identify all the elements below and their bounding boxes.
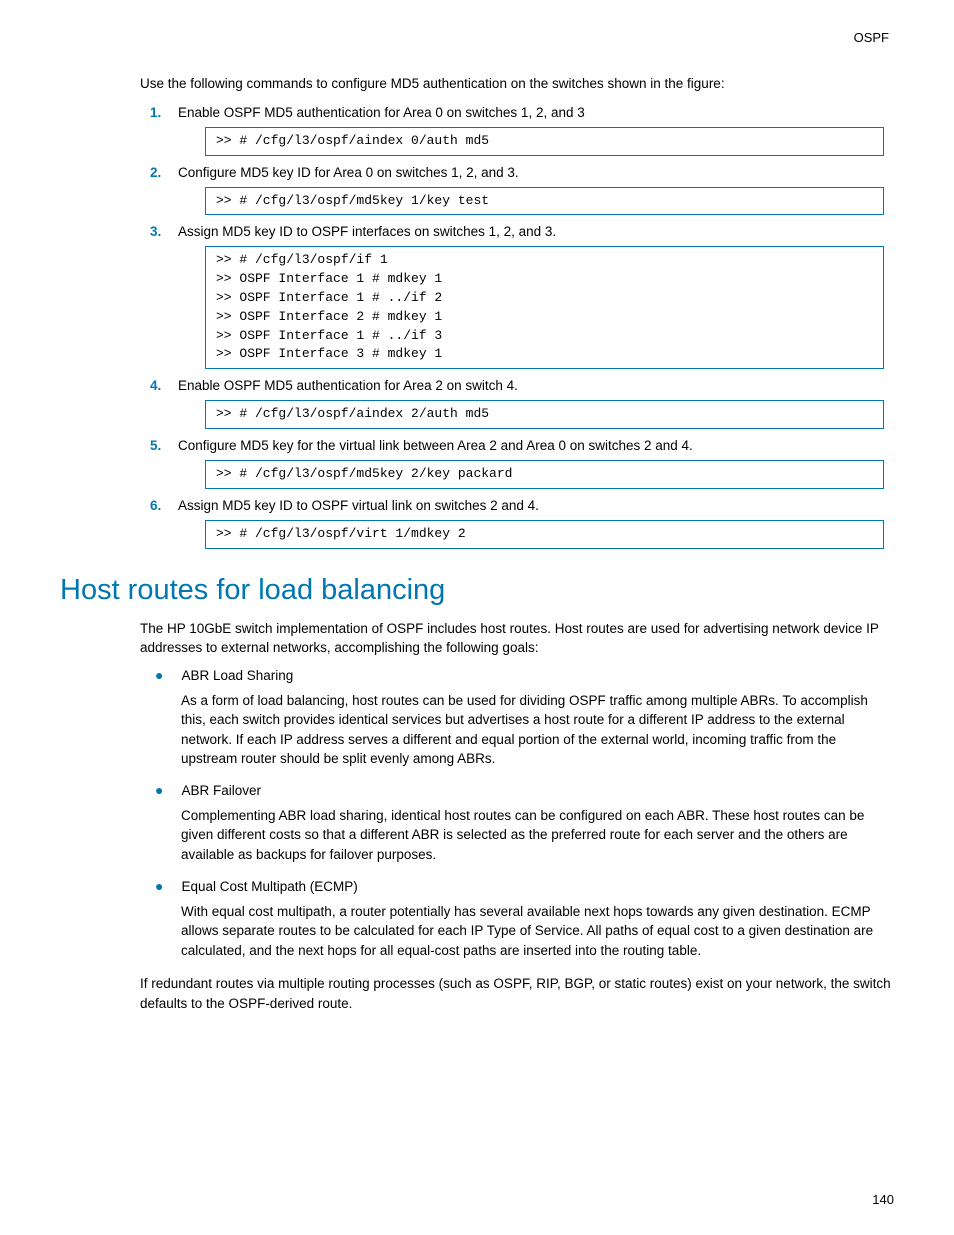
step-1: 1. Enable OSPF MD5 authentication for Ar… <box>150 104 894 156</box>
paragraph: If redundant routes via multiple routing… <box>140 974 894 1013</box>
step-6: 6. Assign MD5 key ID to OSPF virtual lin… <box>150 497 894 549</box>
paragraph: The HP 10GbE switch implementation of OS… <box>140 619 894 658</box>
step-4: 4. Enable OSPF MD5 authentication for Ar… <box>150 377 894 429</box>
bullet-icon: ● <box>155 879 163 893</box>
intro-text: Use the following commands to configure … <box>140 75 894 94</box>
section-heading: Host routes for load balancing <box>60 574 894 607</box>
code-block: >> # /cfg/l3/ospf/md5key 1/key test <box>205 187 884 216</box>
step-number: 3. <box>150 224 168 239</box>
step-3: 3. Assign MD5 key ID to OSPF interfaces … <box>150 223 894 369</box>
step-number: 4. <box>150 378 168 393</box>
bullet-item-abr-failover: ● ABR Failover Complementing ABR load sh… <box>155 783 894 865</box>
code-block: >> # /cfg/l3/ospf/md5key 2/key packard <box>205 460 884 489</box>
code-block: >> # /cfg/l3/ospf/aindex 0/auth md5 <box>205 127 884 156</box>
code-block: >> # /cfg/l3/ospf/virt 1/mdkey 2 <box>205 520 884 549</box>
bullet-item-ecmp: ● Equal Cost Multipath (ECMP) With equal… <box>155 879 894 961</box>
page: OSPF Use the following commands to confi… <box>0 0 954 1235</box>
step-number: 5. <box>150 438 168 453</box>
page-number: 140 <box>872 1192 894 1207</box>
bullet-body: As a form of load balancing, host routes… <box>181 691 894 769</box>
bullet-title: Equal Cost Multipath (ECMP) <box>181 879 357 894</box>
bullet-body: With equal cost multipath, a router pote… <box>181 902 894 961</box>
page-header-section: OSPF <box>60 30 894 45</box>
step-2: 2. Configure MD5 key ID for Area 0 on sw… <box>150 164 894 216</box>
bullet-body: Complementing ABR load sharing, identica… <box>181 806 894 865</box>
bullet-icon: ● <box>155 668 163 682</box>
step-text: Enable OSPF MD5 authentication for Area … <box>178 104 585 123</box>
step-number: 2. <box>150 165 168 180</box>
bullet-item-abr-load-sharing: ● ABR Load Sharing As a form of load bal… <box>155 668 894 769</box>
code-block: >> # /cfg/l3/ospf/aindex 2/auth md5 <box>205 400 884 429</box>
step-5: 5. Configure MD5 key for the virtual lin… <box>150 437 894 489</box>
step-number: 6. <box>150 498 168 513</box>
code-block: >> # /cfg/l3/ospf/if 1 >> OSPF Interface… <box>205 246 884 369</box>
step-text: Configure MD5 key for the virtual link b… <box>178 437 693 456</box>
step-text: Assign MD5 key ID to OSPF virtual link o… <box>178 497 539 516</box>
step-text: Enable OSPF MD5 authentication for Area … <box>178 377 518 396</box>
step-number: 1. <box>150 105 168 120</box>
step-text: Configure MD5 key ID for Area 0 on switc… <box>178 164 519 183</box>
bullet-title: ABR Load Sharing <box>181 668 293 683</box>
bullet-title: ABR Failover <box>181 783 261 798</box>
step-text: Assign MD5 key ID to OSPF interfaces on … <box>178 223 556 242</box>
bullet-icon: ● <box>155 783 163 797</box>
